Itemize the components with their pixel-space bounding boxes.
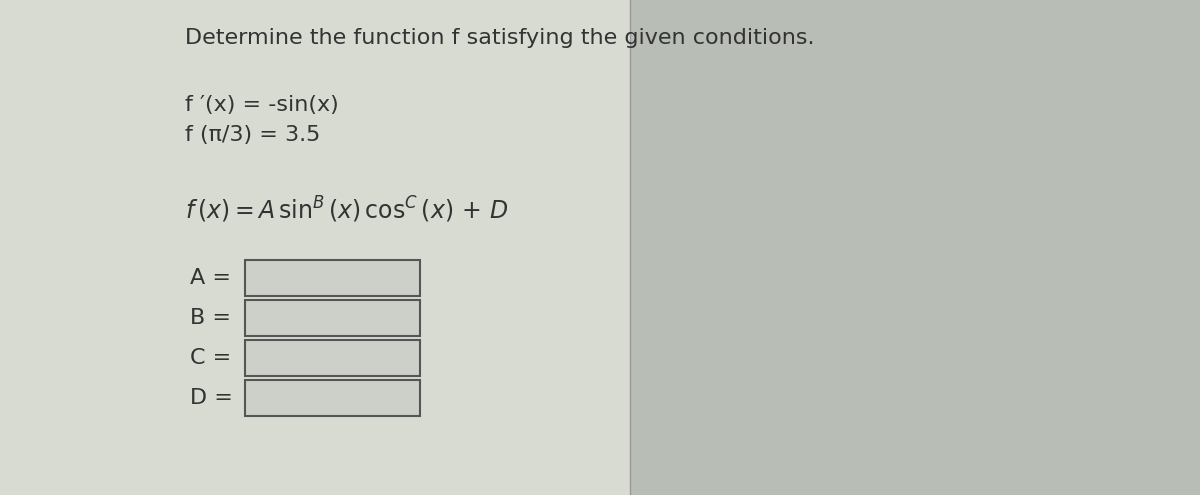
Text: $f\,(x) = A\,\sin^{B}(x)\,\cos^{C}(x)\,+\,D$: $f\,(x) = A\,\sin^{B}(x)\,\cos^{C}(x)\,+…: [185, 195, 509, 225]
Bar: [245, 300, 420, 336]
Text: f (π/3) = 3.5: f (π/3) = 3.5: [185, 125, 320, 145]
Text: C =: C =: [190, 348, 232, 368]
Bar: [0, 0, 630, 495]
Text: A =: A =: [190, 268, 230, 288]
Text: D =: D =: [190, 388, 233, 408]
Bar: [245, 260, 420, 296]
Bar: [245, 340, 420, 376]
Text: f ′(x) = -sin(x): f ′(x) = -sin(x): [185, 95, 338, 115]
Text: B =: B =: [190, 308, 230, 328]
Text: Determine the function f satisfying the given conditions.: Determine the function f satisfying the …: [185, 28, 815, 48]
Bar: [245, 380, 420, 416]
